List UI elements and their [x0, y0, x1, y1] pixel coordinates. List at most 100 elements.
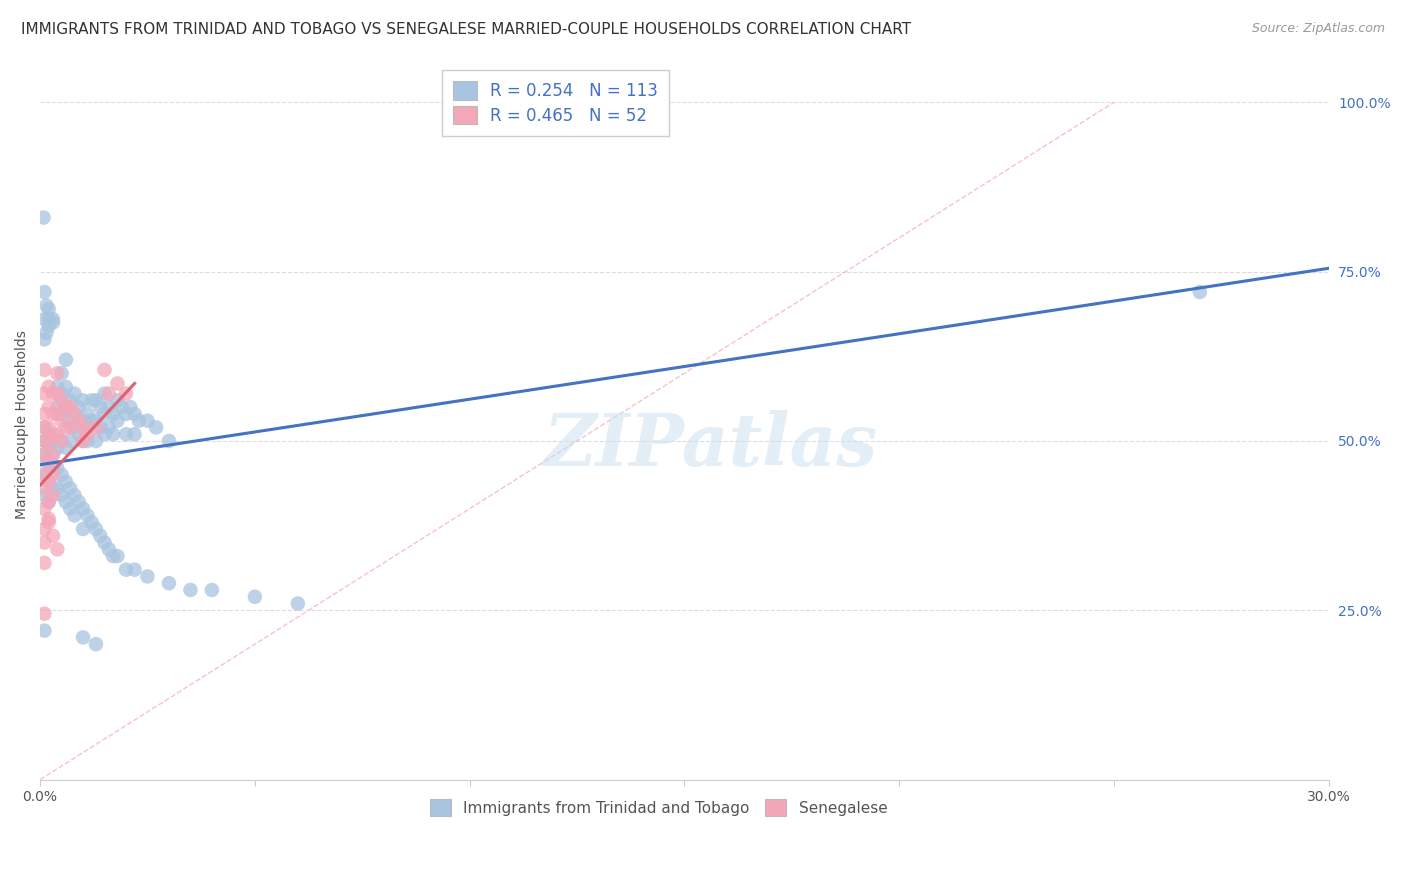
Point: [55, 475, 77, 489]
Point: [51, 434, 73, 448]
Point: [46, 407, 69, 421]
Point: [34, 488, 56, 502]
Point: [115, 563, 138, 577]
Point: [72, 414, 94, 428]
Point: [46, 482, 69, 496]
Point: [55, 495, 77, 509]
Point: [55, 441, 77, 455]
Point: [80, 393, 103, 408]
Point: [63, 386, 86, 401]
Point: [34, 467, 56, 482]
Point: [67, 414, 90, 428]
Point: [34, 434, 56, 448]
Y-axis label: Married-couple Households: Married-couple Households: [15, 330, 30, 518]
Point: [34, 285, 56, 299]
Point: [115, 427, 138, 442]
Point: [72, 420, 94, 434]
Point: [38, 434, 60, 448]
Point: [42, 482, 65, 496]
Point: [76, 434, 98, 448]
Point: [84, 434, 107, 448]
Point: [124, 427, 146, 442]
Point: [34, 434, 56, 448]
Point: [32, 211, 55, 225]
Point: [42, 427, 65, 442]
Point: [51, 414, 73, 428]
Point: [93, 363, 115, 377]
Point: [46, 386, 69, 401]
Point: [63, 420, 86, 434]
Text: Source: ZipAtlas.com: Source: ZipAtlas.com: [1251, 22, 1385, 36]
Point: [93, 427, 115, 442]
Point: [42, 386, 65, 401]
Point: [84, 420, 107, 434]
Point: [115, 407, 138, 421]
Point: [101, 549, 124, 563]
Point: [89, 529, 111, 543]
Point: [34, 501, 56, 516]
Point: [34, 467, 56, 482]
Point: [38, 495, 60, 509]
Point: [80, 515, 103, 529]
Point: [89, 400, 111, 414]
Point: [72, 434, 94, 448]
Point: [67, 400, 90, 414]
Point: [101, 407, 124, 421]
Point: [42, 448, 65, 462]
Point: [55, 400, 77, 414]
Point: [34, 624, 56, 638]
Point: [1188, 285, 1211, 299]
Point: [124, 563, 146, 577]
Point: [34, 420, 56, 434]
Point: [63, 508, 86, 523]
Point: [97, 420, 120, 434]
Point: [128, 414, 150, 428]
Point: [51, 407, 73, 421]
Point: [84, 637, 107, 651]
Point: [124, 407, 146, 421]
Point: [38, 512, 60, 526]
Point: [38, 301, 60, 316]
Point: [38, 475, 60, 489]
Point: [38, 441, 60, 455]
Point: [34, 607, 56, 621]
Point: [80, 414, 103, 428]
Legend: Immigrants from Trinidad and Tobago, Senegalese: Immigrants from Trinidad and Tobago, Sen…: [420, 790, 897, 825]
Point: [243, 590, 266, 604]
Point: [84, 393, 107, 408]
Point: [115, 386, 138, 401]
Point: [34, 556, 56, 570]
Point: [201, 582, 224, 597]
Point: [42, 312, 65, 326]
Point: [34, 448, 56, 462]
Point: [38, 454, 60, 468]
Point: [59, 434, 82, 448]
Point: [136, 414, 159, 428]
Point: [46, 400, 69, 414]
Point: [51, 467, 73, 482]
Point: [55, 352, 77, 367]
Point: [89, 420, 111, 434]
Point: [51, 366, 73, 380]
Point: [63, 488, 86, 502]
Point: [46, 441, 69, 455]
Point: [51, 393, 73, 408]
Point: [59, 414, 82, 428]
Point: [55, 380, 77, 394]
Point: [55, 400, 77, 414]
Point: [120, 400, 142, 414]
Point: [42, 448, 65, 462]
Point: [34, 535, 56, 549]
Point: [67, 495, 90, 509]
Point: [93, 535, 115, 549]
Point: [42, 407, 65, 421]
Point: [107, 414, 129, 428]
Point: [93, 407, 115, 421]
Point: [38, 475, 60, 489]
Point: [72, 522, 94, 536]
Point: [157, 576, 180, 591]
Point: [59, 420, 82, 434]
Point: [63, 407, 86, 421]
Point: [179, 582, 201, 597]
Point: [67, 427, 90, 442]
